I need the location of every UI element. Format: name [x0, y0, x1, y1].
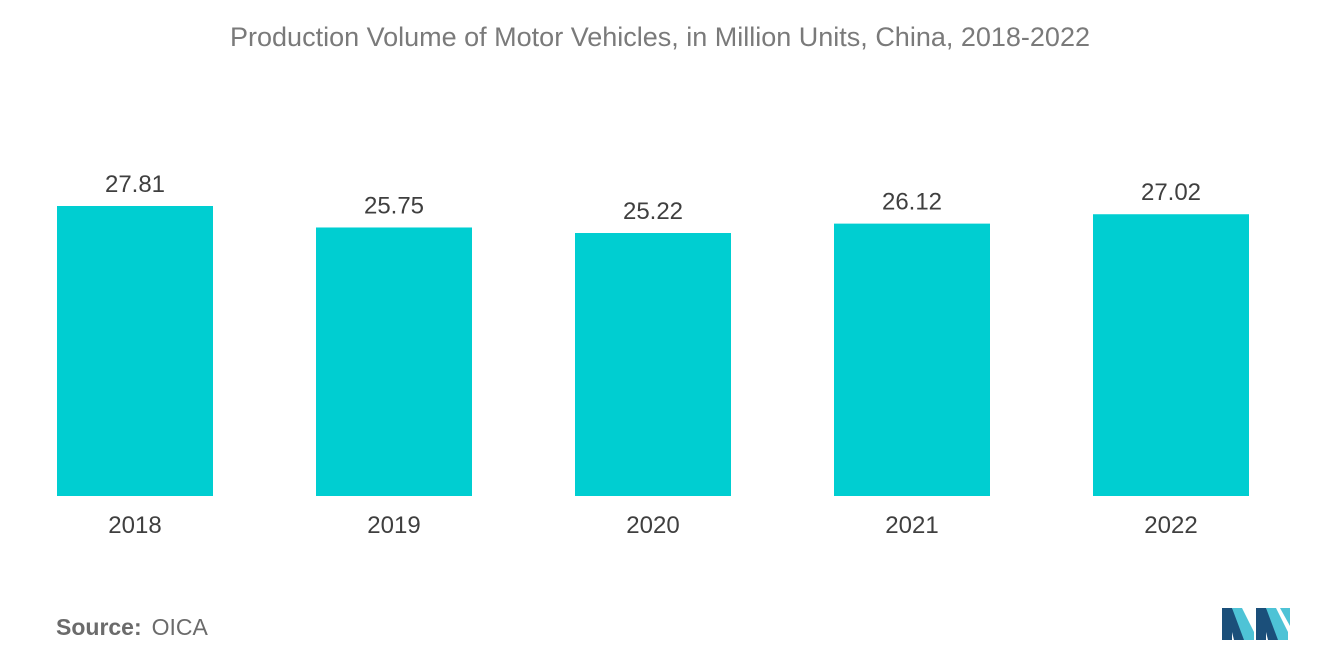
bar-2019: [316, 227, 472, 496]
source-value: OICA: [151, 614, 208, 640]
logo-shape-1: [1222, 608, 1244, 640]
mordor-intelligence-logo-icon: [1222, 608, 1290, 640]
x-axis-tick-labels: 2018 2019 2020 2021 2022: [108, 512, 1197, 539]
x-tick-label-2020: 2020: [626, 512, 679, 539]
logo-shape-2: [1232, 608, 1254, 640]
bars-group: [57, 206, 1249, 496]
value-label-2021: 26.12: [882, 189, 942, 216]
bar-2020: [575, 233, 731, 496]
x-tick-label-2022: 2022: [1144, 512, 1197, 539]
value-label-2022: 27.02: [1141, 179, 1201, 206]
chart-title: Production Volume of Motor Vehicles, in …: [230, 22, 1090, 52]
source-label: Source:: [56, 614, 142, 640]
x-tick-label-2019: 2019: [367, 512, 420, 539]
source-note: Source: OICA: [56, 614, 208, 641]
value-labels-group: 27.81 25.75 25.22 26.12 27.02: [105, 171, 1201, 225]
bar-2022: [1093, 214, 1249, 496]
value-label-2018: 27.81: [105, 171, 165, 198]
bar-2018: [57, 206, 213, 496]
logo-shape-3: [1256, 608, 1278, 640]
x-tick-label-2018: 2018: [108, 512, 161, 539]
logo-shape-5: [1280, 608, 1290, 626]
value-label-2019: 25.75: [364, 192, 424, 219]
bar-2021: [834, 223, 990, 496]
x-tick-label-2021: 2021: [885, 512, 938, 539]
value-label-2020: 25.22: [623, 198, 683, 225]
logo-shape-4: [1266, 608, 1288, 640]
